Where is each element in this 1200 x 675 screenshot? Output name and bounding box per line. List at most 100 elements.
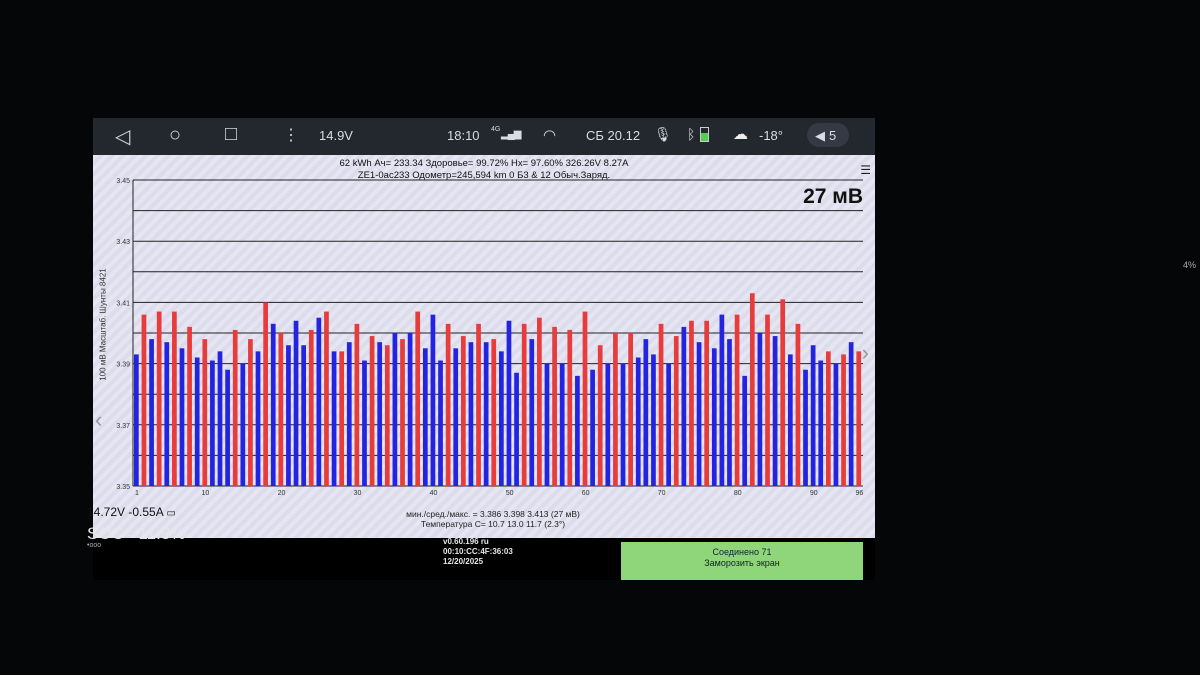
network-type: 4G xyxy=(491,126,501,133)
cell-bar xyxy=(164,342,170,486)
cell-bar xyxy=(757,333,763,486)
x-tick-label: 20 xyxy=(278,490,286,497)
battery-monitor-app: 62 kWh Ач= 233.34 Здоровье= 99.72% Hx= 9… xyxy=(87,155,875,538)
version-info: v0.60.196 ru 00:10:CC:4F:36:03 12/20/202… xyxy=(443,537,513,567)
battery-icon xyxy=(700,127,709,142)
recents-icon[interactable]: □ xyxy=(225,123,238,145)
cell-bar xyxy=(711,348,717,486)
more-icon[interactable]: ⋮ xyxy=(283,127,299,144)
cell-bar xyxy=(369,336,375,486)
cell-bar xyxy=(491,339,497,486)
cell-bar xyxy=(149,339,154,486)
cell-bar xyxy=(727,339,732,486)
version: v0.60.196 ru xyxy=(443,537,489,546)
cell-bar xyxy=(521,323,527,486)
y-tick-label: 3.45 xyxy=(116,178,130,185)
chevron-right-icon[interactable]: › xyxy=(861,340,869,365)
cell-bar xyxy=(848,342,854,486)
cell-bar xyxy=(210,360,215,486)
cell-bar xyxy=(308,329,314,486)
soc-readout: SOC= 11.8% xyxy=(87,524,186,543)
cell-bar xyxy=(415,311,421,486)
cell-bar xyxy=(331,351,337,486)
back-icon[interactable]: ◁ xyxy=(115,126,131,148)
cell-bar xyxy=(354,323,360,486)
cell-bar xyxy=(719,314,725,486)
cell-bar xyxy=(270,323,276,486)
cell-spread: 27 мВ xyxy=(803,185,863,208)
chevron-left-icon[interactable]: ‹ xyxy=(95,407,103,432)
cell-bar xyxy=(825,351,831,486)
cell-bar xyxy=(476,323,481,486)
cell-bar xyxy=(681,326,687,486)
cell-bar xyxy=(803,369,808,486)
cell-bar xyxy=(605,363,611,486)
x-tick-label: 40 xyxy=(430,490,438,497)
cell-bar xyxy=(567,329,573,486)
freeze-screen-button[interactable]: Заморозить экран xyxy=(704,558,780,568)
cell-bar xyxy=(499,351,504,486)
clock: 18:10 xyxy=(447,128,480,143)
app-date: 12/20/2025 xyxy=(443,557,484,566)
cell-bar xyxy=(301,345,307,486)
calendar-icon[interactable]: ▭ xyxy=(166,508,176,519)
cell-bar xyxy=(620,363,626,486)
x-tick-label: 80 xyxy=(734,490,742,497)
status-bar: ◁ ○ □ ⋮ 14.9V 18:10 4G ▂▄▆ ◠ СБ 20.12 🎙︎… xyxy=(93,118,875,155)
cell-bar xyxy=(537,317,542,486)
connection-panel[interactable]: Соединено 71 Заморозить экран xyxy=(621,542,863,580)
x-tick-label: 96 xyxy=(855,490,863,497)
cell-bar xyxy=(734,314,740,486)
cell-bar xyxy=(673,336,679,486)
temperature-readout: Температура С= 10.7 13.0 11.7 (2.3°) xyxy=(420,519,566,529)
x-tick-label: 50 xyxy=(506,490,514,497)
pack-voltage-current: 14.72V -0.55A ▭ xyxy=(87,505,176,519)
cell-bar xyxy=(248,339,253,486)
volume-button[interactable]: ◀ 5 xyxy=(807,123,849,147)
cell-bar xyxy=(559,363,565,486)
cell-bar xyxy=(346,342,352,486)
cell-bar xyxy=(445,323,451,486)
battery-summary: 62 kWh Ач= 233.34 Здоровье= 99.72% Hx= 9… xyxy=(339,158,629,169)
cell-bar xyxy=(255,351,261,486)
cell-bar xyxy=(696,342,702,486)
edge-text: 4% xyxy=(1183,260,1197,270)
cell-bar xyxy=(810,345,816,486)
x-tick-label: 10 xyxy=(202,490,210,497)
cell-bar xyxy=(377,342,383,486)
home-icon[interactable]: ○ xyxy=(169,124,182,146)
cell-bar xyxy=(362,360,367,486)
cell-bar xyxy=(841,354,846,486)
y-axis-label: 100 мВ Масштаб. Шунты 8421 xyxy=(98,268,108,381)
x-tick-label: 90 xyxy=(810,490,818,497)
x-tick-label: 70 xyxy=(658,490,666,497)
cell-bar xyxy=(590,369,595,486)
cell-bar xyxy=(575,375,580,486)
menu-icon[interactable]: ☰ xyxy=(860,163,871,177)
mic-icon[interactable]: 🎙︎ xyxy=(654,126,672,142)
min-avg-max: мин./сред./макс. = 3.386 3.398 3.413 (27… xyxy=(406,509,580,519)
page-dots: •ooo xyxy=(87,542,102,549)
cell-bar xyxy=(134,354,139,486)
cell-bar xyxy=(339,351,345,486)
cell-bar xyxy=(689,320,694,486)
cell-bar xyxy=(582,311,588,486)
cell-bar xyxy=(506,320,512,486)
cell-bar xyxy=(483,342,489,486)
volume-level: 5 xyxy=(829,128,837,143)
x-tick-label: 1 xyxy=(135,490,139,497)
cell-bar xyxy=(704,320,710,486)
bluetooth-icon[interactable]: ᛒ xyxy=(687,126,696,142)
y-tick-label: 3.39 xyxy=(116,362,130,369)
signal-icon: ▂▄▆ xyxy=(501,129,521,140)
cell-bar xyxy=(232,329,238,486)
cell-bar xyxy=(597,345,603,486)
cell-bar xyxy=(400,339,405,486)
cell-bar xyxy=(658,323,664,486)
cell-bar xyxy=(324,311,329,486)
head-unit-screen: ◁ ○ □ ⋮ 14.9V 18:10 4G ▂▄▆ ◠ СБ 20.12 🎙︎… xyxy=(87,118,875,580)
date: СБ 20.12 xyxy=(586,128,641,143)
x-tick-label: 30 xyxy=(354,490,362,497)
cell-bar xyxy=(316,317,322,486)
cell-bar xyxy=(392,333,398,486)
